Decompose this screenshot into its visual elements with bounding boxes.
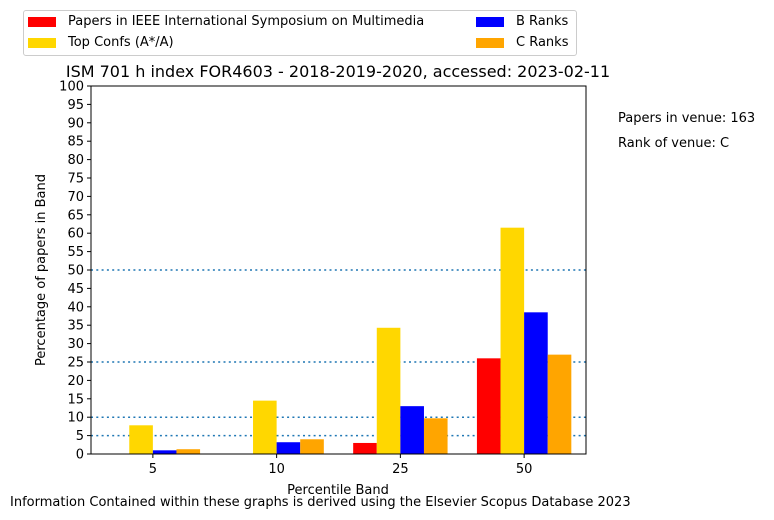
papers-in-venue-note: Papers in venue: 163 — [618, 111, 756, 126]
y-tick-label: 60 — [67, 227, 84, 242]
y-tick-label: 25 — [67, 356, 84, 371]
bar-series3-10 — [300, 439, 324, 454]
x-tick-label: 25 — [392, 462, 409, 477]
y-tick-label: 50 — [67, 264, 84, 279]
y-tick-label: 80 — [67, 153, 84, 168]
bar-series1-50 — [500, 227, 525, 454]
legend-label-b-ranks: B Ranks — [516, 14, 569, 29]
y-tick-label: 70 — [67, 190, 84, 205]
bar-series1-10 — [253, 400, 277, 454]
y-axis-label: Percentage of papers in Band — [34, 174, 49, 366]
y-tick-label: 20 — [67, 374, 84, 389]
legend-swatch-top-confs — [28, 37, 56, 48]
y-tick-label: 15 — [67, 392, 84, 407]
bar-series3-50 — [547, 354, 572, 454]
bar-series0-50 — [476, 358, 501, 454]
y-tick-label: 5 — [76, 429, 84, 444]
legend-label-top-confs: Top Confs (A*/A) — [68, 35, 174, 50]
bars — [129, 227, 572, 454]
legend: Papers in IEEE International Symposium o… — [23, 10, 577, 56]
legend-swatch-c-ranks — [476, 37, 504, 48]
chart-title: ISM 701 h index FOR4603 - 2018-2019-2020… — [66, 62, 610, 81]
legend-item-venue-papers: Papers in IEEE International Symposium o… — [28, 14, 424, 29]
bar-series0-25 — [353, 442, 377, 454]
bar-series1-25 — [376, 327, 401, 454]
rank-of-venue-note: Rank of venue: C — [618, 136, 730, 151]
y-tick-label: 40 — [67, 300, 84, 315]
legend-swatch-b-ranks — [476, 16, 504, 27]
legend-item-top-confs: Top Confs (A*/A) — [28, 35, 174, 50]
legend-label-venue-papers: Papers in IEEE International Symposium o… — [68, 14, 425, 29]
legend-label-c-ranks: C Ranks — [516, 35, 569, 50]
bar-series2-50 — [524, 312, 548, 454]
y-tick-label: 90 — [67, 116, 84, 131]
x-tick-label: 5 — [149, 462, 157, 477]
bar-series3-25 — [423, 418, 448, 454]
y-tick-label: 65 — [67, 208, 84, 223]
legend-item-b-ranks: B Ranks — [476, 14, 568, 29]
footer-note: Information Contained within these graph… — [10, 495, 631, 510]
x-axis-label: Percentile Band — [287, 483, 389, 498]
bar-series1-5 — [129, 425, 153, 454]
bar-series2-25 — [400, 406, 424, 454]
y-tick-label: 0 — [76, 448, 84, 463]
y-tick-label: 10 — [67, 411, 84, 426]
y-tick-label: 55 — [67, 245, 84, 260]
x-tick-label: 50 — [516, 462, 533, 477]
axes: 0 5 10 15 20 25 30 35 40 45 50 55 60 65 70 75 80 85 90 95 10… — [59, 80, 587, 477]
bar-series2-5 — [152, 450, 177, 454]
y-tick-label: 75 — [67, 172, 84, 187]
x-tick-label: 10 — [268, 462, 285, 477]
y-tick-label: 30 — [67, 337, 84, 352]
legend-swatch-venue-papers — [28, 16, 56, 27]
y-tick-label: 100 — [59, 80, 84, 95]
y-tick-label: 45 — [67, 282, 84, 297]
y-tick-label: 85 — [67, 135, 84, 150]
bar-series3-5 — [176, 449, 201, 454]
y-tick-label: 95 — [67, 98, 84, 113]
legend-item-c-ranks: C Ranks — [476, 35, 568, 50]
bar-series2-10 — [276, 442, 301, 454]
y-tick-label: 35 — [67, 319, 84, 334]
